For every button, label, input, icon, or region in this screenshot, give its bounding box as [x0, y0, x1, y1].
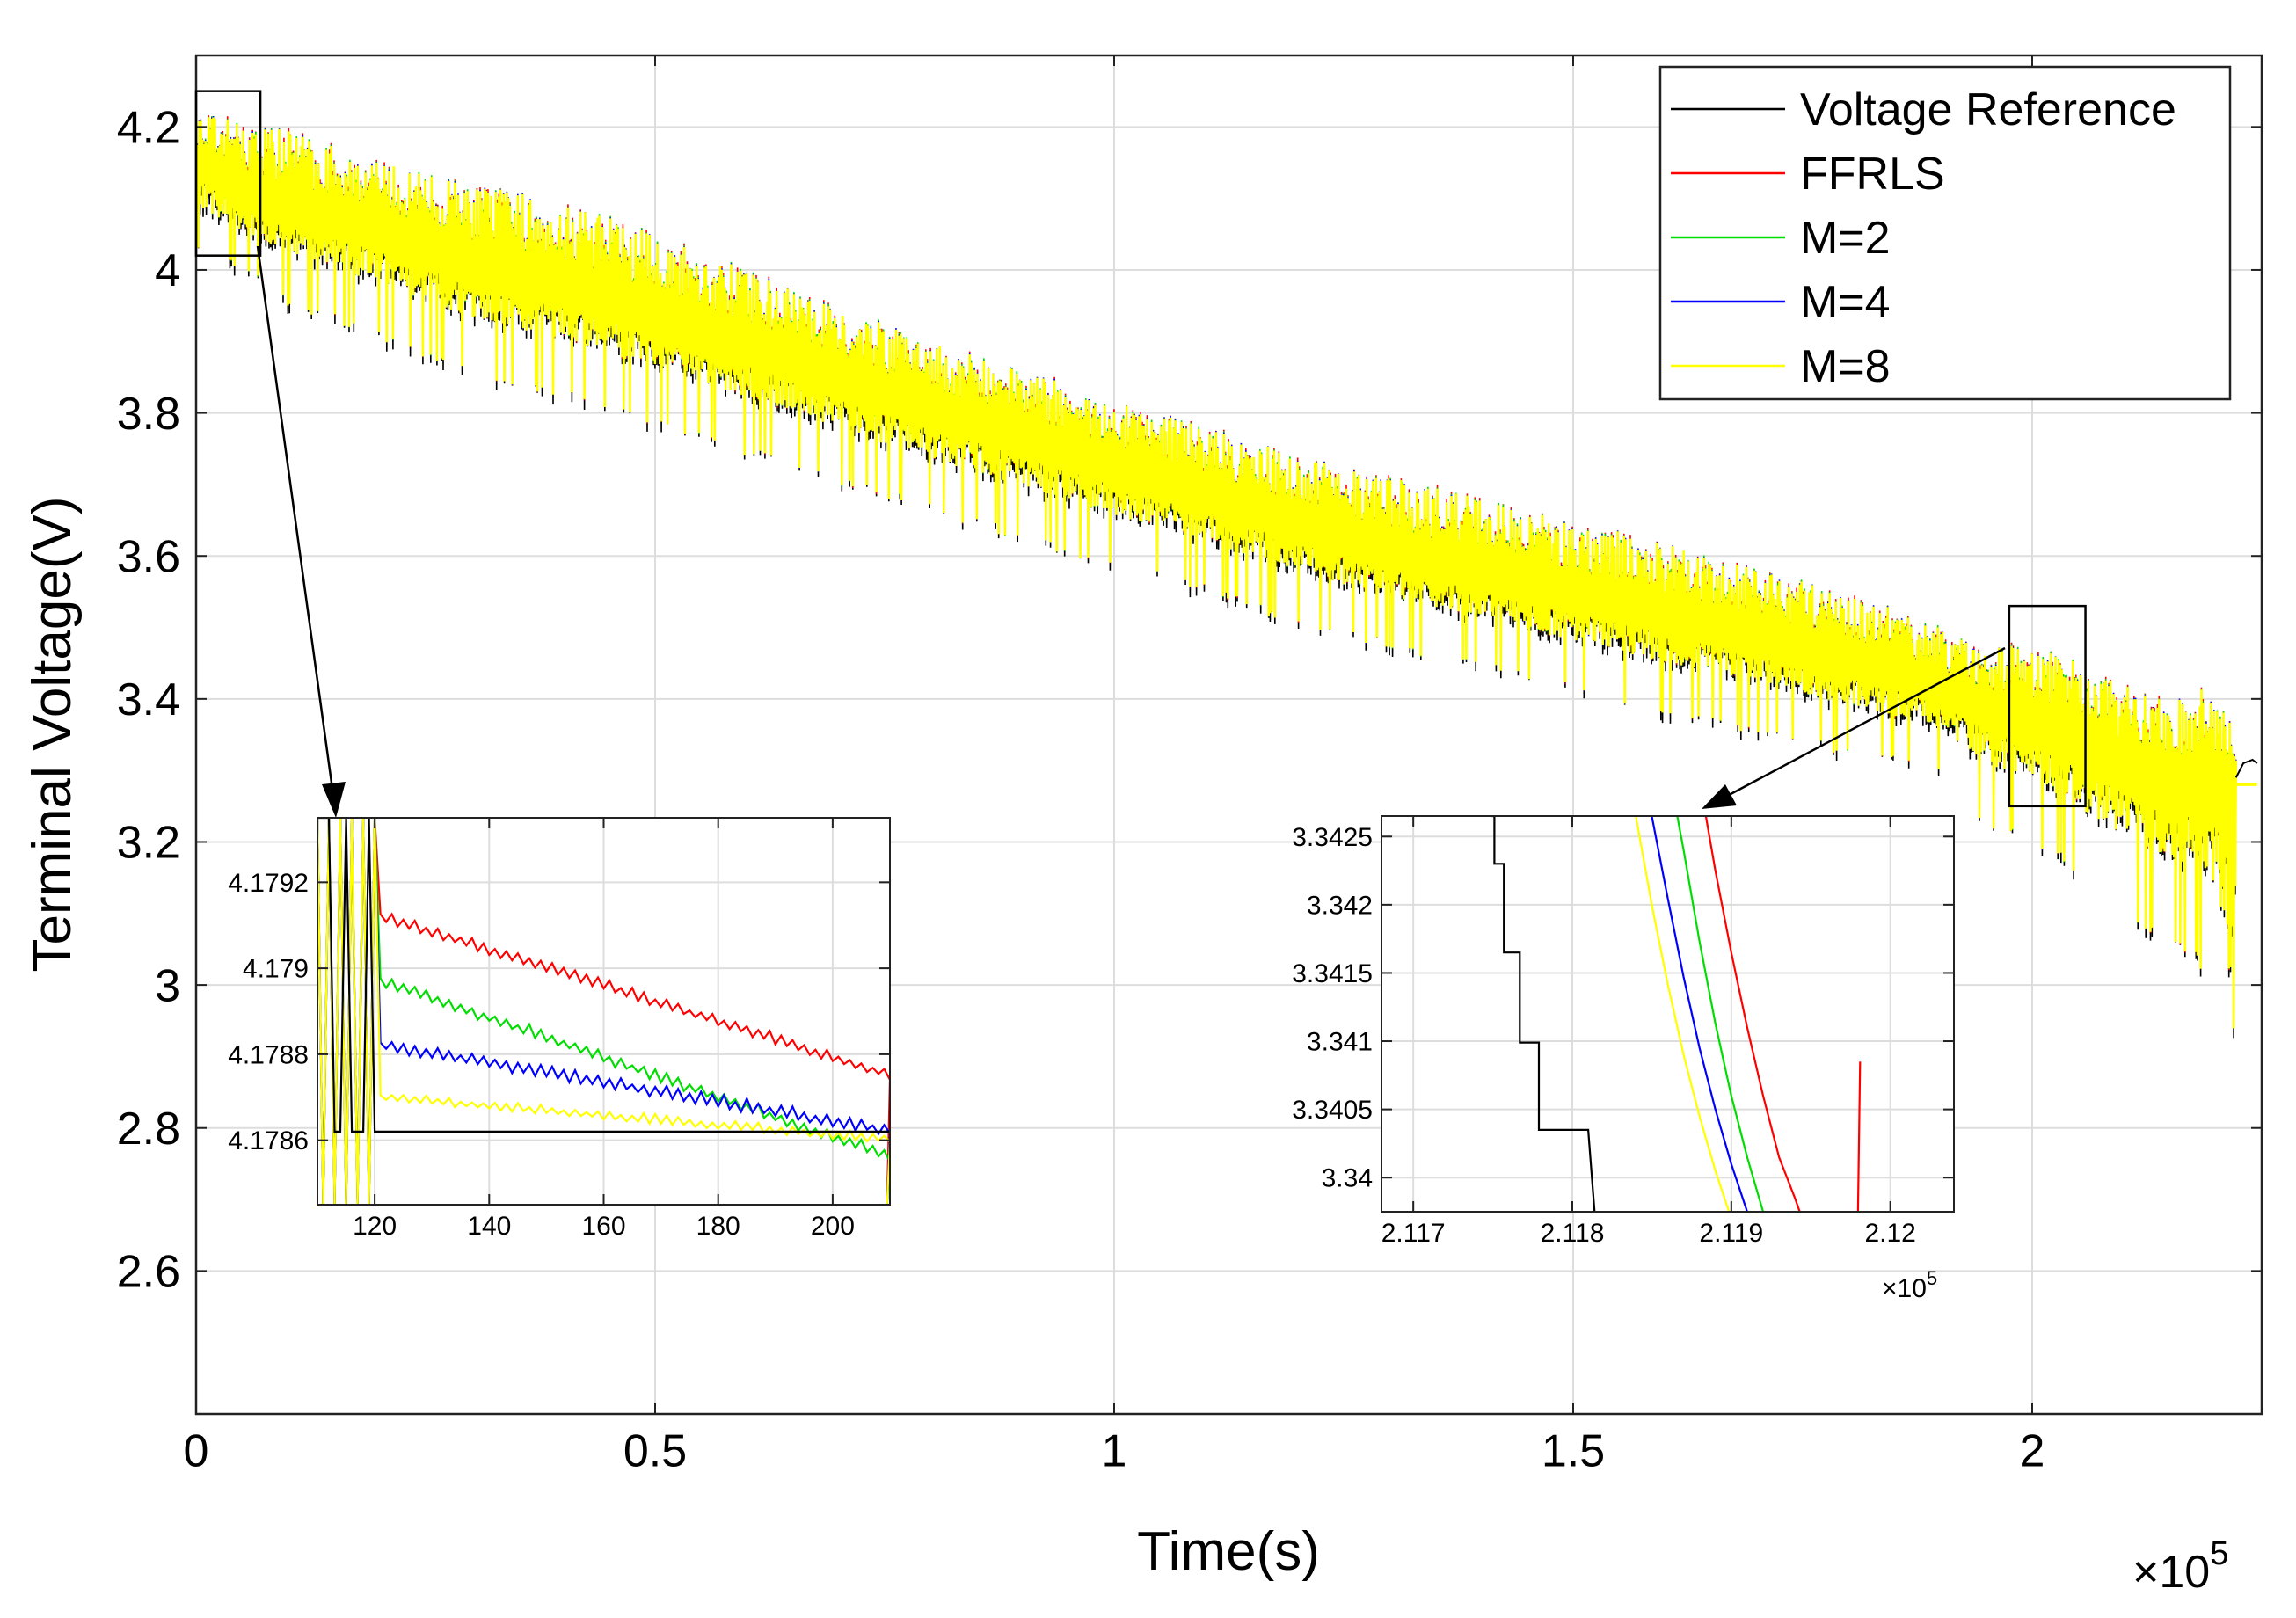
- main-series: [196, 115, 2258, 1039]
- inset-left-line-m-8: [317, 818, 890, 1205]
- y-tick-label: 3.8: [117, 389, 180, 440]
- zoom-arrow-right: [1718, 646, 2006, 802]
- inset-left-line-m-4: [317, 818, 890, 1205]
- x-tick-label: 140: [467, 1212, 511, 1241]
- y-tick-label: 4.1792: [228, 869, 309, 898]
- y-tick-label: 4.2: [117, 103, 180, 154]
- x-tick-label: 1: [1102, 1426, 1127, 1477]
- inset-left-line-voltage-reference: [317, 818, 890, 1133]
- x-tick-label: 2: [2020, 1426, 2045, 1477]
- zoom-arrow-left: [256, 245, 336, 803]
- inset-right-line-m-8: [1635, 816, 1731, 1212]
- y-tick-label: 3.6: [117, 531, 180, 582]
- inset-right-line-m-4: [1651, 816, 1749, 1212]
- x-tick-label: 160: [581, 1212, 625, 1241]
- x-exponent-label: ×105: [2132, 1535, 2228, 1598]
- x-tick-label: 2.119: [1699, 1219, 1763, 1248]
- x-tick-label: 2.12: [1864, 1219, 1915, 1248]
- y-tick-label: 4: [155, 245, 180, 296]
- y-tick-label: 4.179: [243, 955, 309, 984]
- inset-right-y-ticks: 3.34 3.3405 3.341 3.3415 3.342 3.3425: [1292, 823, 1954, 1193]
- legend-entry: M=2: [1671, 213, 1891, 264]
- legend: Voltage Reference FFRLS M=2 M=4 M=8: [1658, 65, 2232, 401]
- legend-entry: M=4: [1671, 277, 1891, 328]
- inset-left: 120 140 160 180 200 4.1786 4.1788 4.179 4.1792: [228, 817, 891, 1241]
- y-axis-title: Terminal Voltage(V): [22, 496, 83, 972]
- x-exponent-base: ×10: [2132, 1547, 2210, 1598]
- main-y-ticks: 2.6 2.8 3 3.2 3.4 3.6 3.8 4 4.2: [117, 103, 2262, 1298]
- y-tick-label: 4.1786: [228, 1126, 309, 1155]
- y-tick-label: 3.34: [1322, 1164, 1373, 1193]
- inset-left-x-ticks: 120 140 160 180 200: [353, 818, 855, 1241]
- x-exponent-power: 5: [2210, 1535, 2228, 1572]
- legend-entry: FFRLS: [1671, 149, 1945, 200]
- inset-right-exponent-power: 5: [1927, 1267, 1937, 1289]
- x-axis-title: Time(s): [1137, 1521, 1320, 1582]
- inset-right-plot-area: [1381, 816, 1954, 1212]
- x-tick-label: 120: [353, 1212, 397, 1241]
- zoom-box-1: [194, 90, 262, 257]
- inset-left-line-ffrls: [317, 818, 890, 1205]
- y-tick-label: 3.3405: [1292, 1096, 1373, 1125]
- legend-label-m2: M=2: [1800, 213, 1891, 264]
- y-tick-label: 3.342: [1307, 891, 1373, 920]
- main-x-ticks: 0 0.5 1 1.5 2: [184, 55, 2045, 1477]
- inset-left-series: [317, 818, 890, 1205]
- inset-right-line-m-2: [1676, 816, 1765, 1212]
- zoom-arrowhead-left: [322, 782, 346, 818]
- inset-right-exponent-base: ×10: [1882, 1274, 1927, 1303]
- legend-entry: M=8: [1671, 341, 1891, 392]
- inset-right-exponent-label: ×105: [1882, 1267, 1937, 1303]
- y-tick-label: 3: [155, 960, 180, 1011]
- series-line-m-8: [196, 117, 2238, 1029]
- inset-right-x-ticks: 2.117 2.118 2.119 2.12: [1381, 816, 1916, 1248]
- x-tick-label: 180: [696, 1212, 740, 1241]
- inset-right-line-voltage-reference: [1491, 816, 1596, 1212]
- x-tick-label: 200: [811, 1212, 855, 1241]
- legend-label-voltage-reference: Voltage Reference: [1800, 84, 2176, 135]
- main-plot-frame: [194, 54, 2263, 1416]
- inset-left-y-ticks: 4.1786 4.1788 4.179 4.1792: [228, 869, 890, 1155]
- y-tick-label: 2.8: [117, 1104, 180, 1155]
- x-tick-label: 2.117: [1381, 1219, 1446, 1248]
- y-tick-label: 3.3415: [1292, 959, 1373, 988]
- legend-label-ffrls: FFRLS: [1800, 149, 1945, 200]
- inset-right-series: [1491, 816, 1862, 1212]
- zoom-arrowhead-right: [1702, 784, 1737, 809]
- y-tick-label: 3.3425: [1292, 823, 1373, 852]
- inset-right: 2.117 2.118 2.119 2.12 3.34 3.3405 3.341 3.341…: [1292, 815, 1955, 1303]
- inset-right-line-ffrls: [1704, 816, 1862, 1212]
- inset-right-frame: [1381, 815, 1955, 1213]
- y-tick-label: 4.1788: [228, 1040, 309, 1069]
- x-tick-label: 2.118: [1541, 1219, 1605, 1248]
- y-tick-label: 3.4: [117, 674, 180, 725]
- legend-label-m4: M=4: [1800, 277, 1891, 328]
- inset-right-grid: [1381, 816, 1954, 1212]
- y-tick-label: 3.2: [117, 818, 180, 869]
- y-tick-label: 3.341: [1307, 1028, 1373, 1057]
- x-tick-label: 0.5: [623, 1426, 687, 1477]
- legend-label-m8: M=8: [1800, 341, 1891, 392]
- y-tick-label: 2.6: [117, 1247, 180, 1298]
- series-tail-voltage-reference: [2234, 758, 2258, 778]
- zoom-arrows: [256, 245, 2006, 818]
- legend-box: [1658, 65, 2232, 401]
- legend-entry: Voltage Reference: [1671, 84, 2176, 135]
- x-tick-label: 1.5: [1542, 1426, 1605, 1477]
- x-tick-label: 0: [184, 1426, 209, 1477]
- inset-left-line-m-2: [317, 818, 890, 1205]
- zoom-box-2: [2008, 604, 2087, 808]
- zoom-boxes: [194, 90, 2087, 808]
